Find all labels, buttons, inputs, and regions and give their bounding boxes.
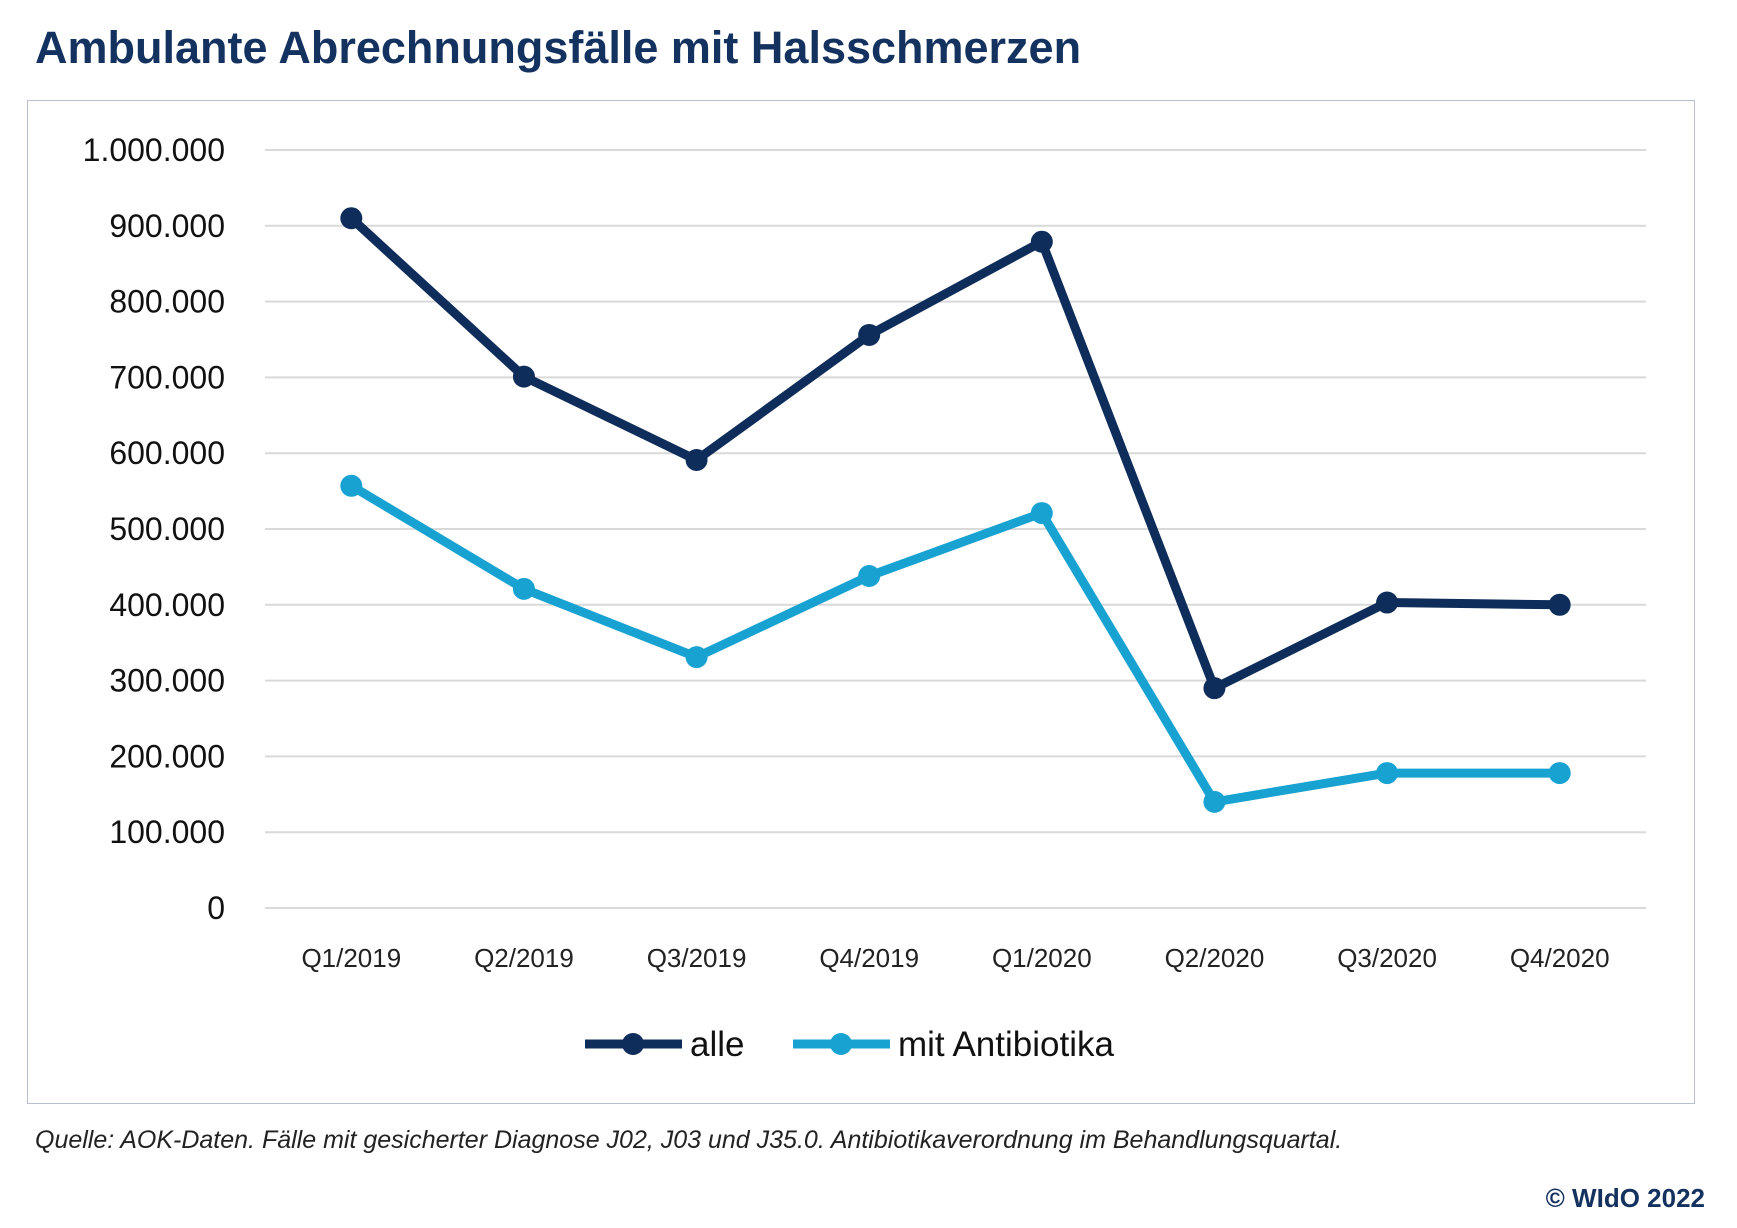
data-point bbox=[340, 474, 363, 497]
y-tick-label: 100.000 bbox=[109, 814, 225, 850]
y-tick-label: 300.000 bbox=[109, 663, 225, 699]
chart-title: Ambulante Abrechnungsfälle mit Halsschme… bbox=[35, 22, 1082, 73]
y-tick-label: 800.000 bbox=[109, 284, 225, 320]
data-point bbox=[685, 646, 708, 669]
data-point bbox=[858, 564, 881, 587]
data-point bbox=[858, 323, 881, 346]
y-tick-label: 400.000 bbox=[109, 587, 225, 623]
legend-marker-1 bbox=[830, 1033, 852, 1055]
data-point bbox=[1030, 502, 1053, 525]
x-tick-label: Q4/2020 bbox=[1510, 943, 1610, 973]
data-point bbox=[1203, 790, 1226, 813]
y-tick-label: 600.000 bbox=[109, 435, 225, 471]
legend-marker-0 bbox=[622, 1033, 644, 1055]
x-tick-label: Q4/2019 bbox=[819, 943, 919, 973]
y-tick-label: 900.000 bbox=[109, 208, 225, 244]
source-note: Quelle: AOK-Daten. Fälle mit gesicherter… bbox=[35, 1126, 1343, 1154]
data-point bbox=[512, 577, 535, 600]
series-line-0 bbox=[348, 214, 1560, 693]
x-tick-label: Q3/2020 bbox=[1337, 943, 1437, 973]
x-tick-label: Q2/2019 bbox=[474, 943, 574, 973]
y-tick-label: 200.000 bbox=[109, 738, 225, 774]
y-tick-label: 1.000.000 bbox=[83, 132, 225, 168]
legend-label: alle bbox=[690, 1025, 744, 1064]
data-point bbox=[1203, 677, 1226, 700]
data-point bbox=[1376, 762, 1399, 785]
data-point bbox=[1030, 230, 1053, 253]
data-point bbox=[1376, 591, 1399, 614]
y-tick-label: 0 bbox=[207, 890, 225, 926]
x-tick-label: Q1/2020 bbox=[992, 943, 1092, 973]
y-tick-label: 700.000 bbox=[109, 359, 225, 395]
copyright: © WIdO 2022 bbox=[1545, 1183, 1705, 1213]
data-point bbox=[512, 365, 535, 388]
x-tick-label: Q2/2020 bbox=[1165, 943, 1265, 973]
y-tick-label: 500.000 bbox=[109, 511, 225, 547]
data-point bbox=[685, 449, 708, 472]
legend-label: mit Antibiotika bbox=[898, 1025, 1114, 1064]
data-point bbox=[1548, 593, 1571, 616]
chart-frame bbox=[27, 100, 1695, 1104]
x-tick-label: Q3/2019 bbox=[647, 943, 747, 973]
x-tick-label: Q1/2019 bbox=[301, 943, 401, 973]
series-line-1 bbox=[349, 481, 1560, 807]
data-point bbox=[340, 207, 363, 230]
data-point bbox=[1548, 762, 1571, 785]
